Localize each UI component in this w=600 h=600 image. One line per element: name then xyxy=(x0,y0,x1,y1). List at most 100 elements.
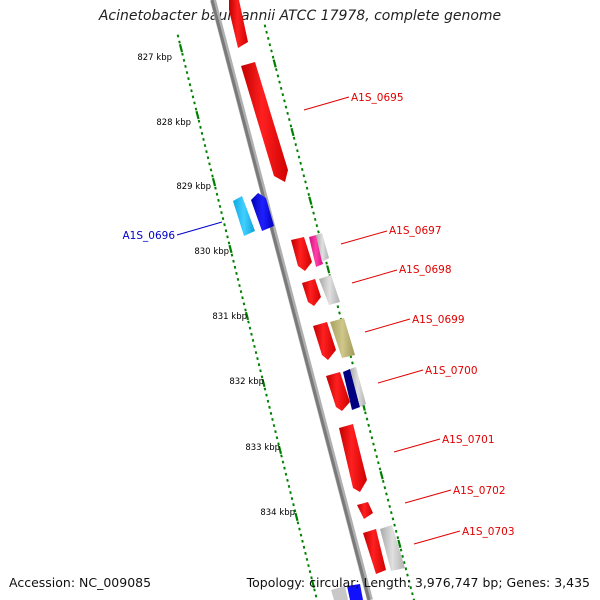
gene-feature[interactable] xyxy=(309,235,323,267)
scale-minor-tick xyxy=(409,586,413,590)
gene-feature[interactable] xyxy=(291,237,312,271)
gene-feature[interactable] xyxy=(357,502,373,519)
scale-minor-tick xyxy=(275,68,278,72)
scale-minor-tick xyxy=(297,155,301,159)
scale-minor-tick xyxy=(281,460,285,464)
scale-minor-tick xyxy=(317,230,320,234)
scale-minor-tick xyxy=(292,503,295,507)
scale-minor-tick xyxy=(190,89,193,93)
scale-track xyxy=(176,34,318,598)
gene-feature[interactable] xyxy=(347,584,363,600)
gene-label[interactable]: A1S_0703 xyxy=(462,526,515,538)
scale-minor-tick xyxy=(289,124,293,128)
scale-minor-tick xyxy=(232,259,235,263)
scale-minor-tick xyxy=(381,479,385,483)
scale-minor-tick xyxy=(370,436,374,440)
gene-label[interactable]: A1S_0699 xyxy=(412,314,465,326)
scale-major-tick xyxy=(228,244,233,254)
scale-minor-tick xyxy=(368,430,372,434)
gene-label[interactable]: A1S_0701 xyxy=(442,434,495,446)
scale-minor-tick xyxy=(247,320,250,324)
scale-minor-tick xyxy=(227,241,231,245)
scale-minor-tick xyxy=(244,308,247,312)
tick-label: 831 kbp xyxy=(212,312,247,322)
scale-minor-tick xyxy=(310,576,313,580)
gene-feature[interactable] xyxy=(331,586,348,600)
genome-backbone xyxy=(210,0,373,600)
scale-minor-tick xyxy=(372,442,375,446)
scale-minor-tick xyxy=(224,229,228,233)
scale-minor-tick xyxy=(315,224,319,228)
scale-minor-tick xyxy=(378,467,382,471)
scale-minor-tick xyxy=(205,150,208,154)
scale-minor-tick xyxy=(375,454,379,459)
tick-label: 834 kbp xyxy=(260,508,295,518)
other-features xyxy=(309,233,405,600)
scale-minor-tick xyxy=(391,517,395,521)
gene-feature[interactable] xyxy=(229,0,248,48)
scale-minor-tick xyxy=(253,344,256,348)
scale-minor-tick xyxy=(304,551,307,555)
gene-feature[interactable] xyxy=(316,233,329,262)
scale-minor-tick xyxy=(226,235,229,239)
label-leaders xyxy=(176,96,461,545)
gene-feature[interactable] xyxy=(319,275,340,305)
scale-major-tick xyxy=(277,445,283,455)
gene-feature[interactable] xyxy=(326,372,350,411)
scale-minor-tick xyxy=(283,466,286,470)
gene-feature[interactable] xyxy=(330,318,355,358)
gene-label[interactable]: A1S_0697 xyxy=(389,225,442,237)
scale-minor-tick xyxy=(259,369,262,373)
gene-feature[interactable] xyxy=(241,62,288,182)
gene-label[interactable]: A1S_0700 xyxy=(425,365,478,377)
scale-major-tick xyxy=(397,539,402,548)
scale-minor-tick xyxy=(279,86,283,90)
scale-minor-tick xyxy=(312,211,315,215)
scale-minor-tick xyxy=(308,570,312,574)
scale-minor-tick xyxy=(203,144,207,148)
scale-minor-tick xyxy=(239,290,243,294)
scale-minor-tick xyxy=(286,111,289,115)
scale-minor-tick xyxy=(407,579,411,583)
scale-minor-tick xyxy=(301,539,304,543)
scale-minor-tick xyxy=(406,573,409,577)
scale-minor-tick xyxy=(250,332,253,336)
scale-minor-tick xyxy=(298,527,301,531)
scale-minor-tick xyxy=(270,49,273,53)
gene-feature[interactable] xyxy=(343,369,360,410)
scale-minor-tick xyxy=(281,93,285,97)
gene-label[interactable]: A1S_0696 xyxy=(123,230,176,242)
gene-feature[interactable] xyxy=(380,525,405,571)
gene-feature[interactable] xyxy=(302,279,321,306)
gene-feature[interactable] xyxy=(233,196,255,236)
scale-minor-tick xyxy=(299,533,303,537)
scale-minor-tick xyxy=(193,101,196,105)
gene-label[interactable]: A1S_0695 xyxy=(351,92,404,104)
scale-major-tick xyxy=(178,44,184,53)
scale-minor-tick xyxy=(292,136,296,140)
gene-feature[interactable] xyxy=(313,322,336,360)
scale-minor-tick xyxy=(191,95,195,99)
scale-minor-tick xyxy=(338,311,341,315)
scale-minor-tick xyxy=(390,511,393,515)
scale-minor-tick xyxy=(263,387,267,391)
scale-minor-tick xyxy=(288,118,291,122)
scale-minor-tick xyxy=(396,536,400,540)
scale-minor-tick xyxy=(412,598,416,600)
scale-major-tick xyxy=(244,311,250,321)
scale-minor-tick xyxy=(351,361,354,365)
scale-major-tick xyxy=(290,127,295,137)
scale-minor-tick xyxy=(293,509,297,513)
gene-label[interactable]: A1S_0698 xyxy=(399,264,452,276)
scale-minor-tick xyxy=(367,423,370,427)
scale-minor-tick xyxy=(200,131,204,135)
scale-minor-tick xyxy=(304,180,307,184)
scale-minor-tick xyxy=(296,149,299,153)
gene-feature[interactable] xyxy=(363,529,386,574)
gene-feature[interactable] xyxy=(251,193,274,231)
gene-label[interactable]: A1S_0702 xyxy=(453,485,506,497)
scale-minor-tick xyxy=(286,478,289,482)
gene-feature[interactable] xyxy=(350,367,366,407)
scale-minor-tick xyxy=(280,454,283,458)
gene-feature[interactable] xyxy=(339,424,367,492)
